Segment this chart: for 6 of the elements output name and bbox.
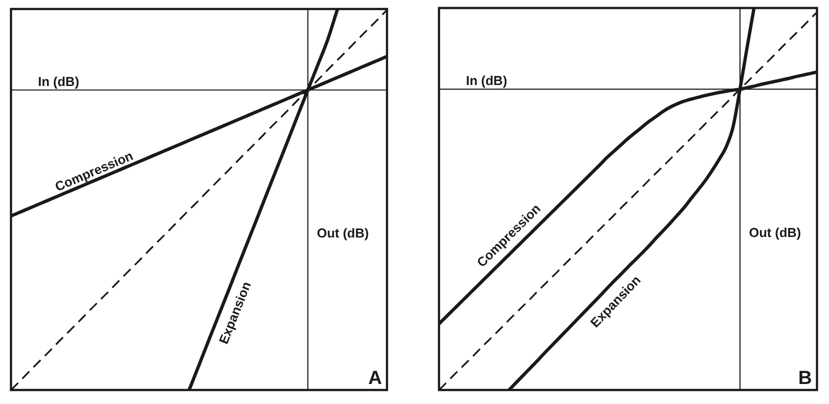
x-axis-title: In (dB) xyxy=(466,73,508,88)
x-axis-title: In (dB) xyxy=(38,74,80,89)
text: B xyxy=(798,368,812,389)
text: A xyxy=(368,368,382,389)
y-axis-title: Out (dB) xyxy=(316,226,369,241)
y-axis-title: Out (dB) xyxy=(749,225,801,240)
